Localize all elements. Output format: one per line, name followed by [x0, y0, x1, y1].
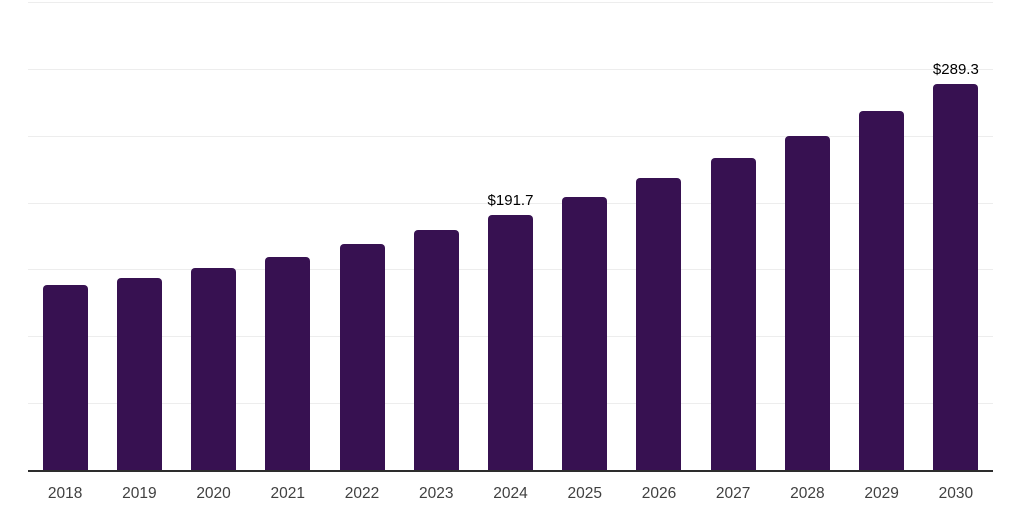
x-tick-label-2023: 2023	[419, 485, 454, 502]
bar-2027	[710, 157, 756, 471]
x-tick-label-2028: 2028	[790, 485, 825, 502]
x-tick-label-2020: 2020	[196, 485, 231, 502]
x-tick-label-2025: 2025	[567, 485, 602, 502]
x-tick-label-2021: 2021	[270, 485, 306, 502]
x-tick-label-2026: 2026	[641, 485, 677, 502]
x-tick-label-2018: 2018	[47, 485, 83, 502]
gridline-350	[28, 2, 993, 3]
bar-2022	[339, 244, 385, 471]
bar-2018	[42, 285, 88, 471]
bar-2028	[784, 135, 830, 471]
x-tick-label-2022: 2022	[344, 485, 380, 502]
bar-2026	[636, 177, 682, 471]
x-tick-label-2029: 2029	[864, 485, 899, 502]
bar-2020	[191, 268, 237, 471]
x-tick-label-2019: 2019	[122, 485, 157, 502]
x-axis-line	[28, 470, 993, 472]
x-tick-label-2024: 2024	[493, 485, 528, 502]
bar-2019	[116, 277, 162, 471]
bar-2024	[488, 214, 533, 471]
bar-2025	[562, 196, 608, 471]
value-label-2030: $289.3	[932, 61, 979, 79]
bar-2029	[859, 110, 905, 471]
x-tick-label-2027: 2027	[715, 485, 751, 502]
value-label-2024: $191.7	[487, 191, 534, 209]
gridline-250	[28, 135, 993, 137]
x-tick-label-2030: 2030	[938, 485, 974, 502]
bar-2021	[265, 256, 311, 471]
bar-2023	[413, 230, 459, 471]
gridline-200	[28, 202, 993, 204]
gridline-300	[28, 68, 993, 70]
bar-2030	[933, 84, 979, 471]
